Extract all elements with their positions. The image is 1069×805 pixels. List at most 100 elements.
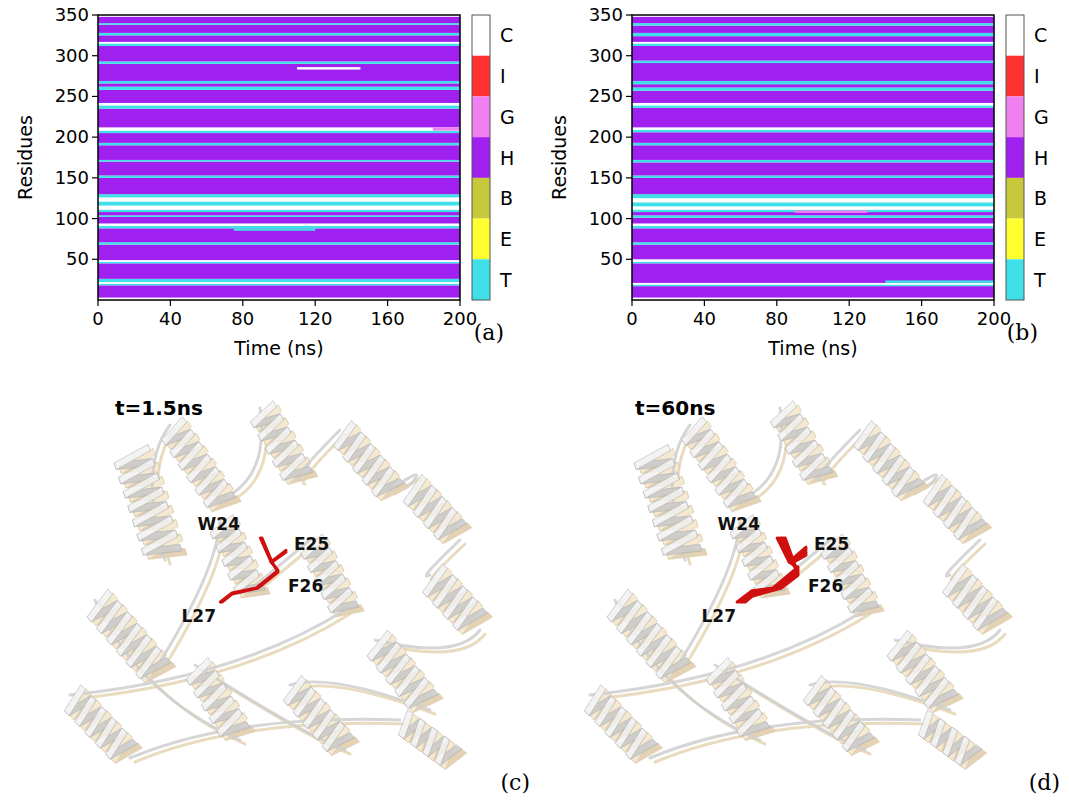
x-tick [97,300,98,306]
x-tick [921,300,922,306]
residue-sticks [739,538,798,602]
helix-front [322,721,345,752]
y-tick-label: 200 [55,126,89,147]
colorbar-label: T [1033,269,1046,291]
y-tick [92,14,98,15]
plot-bg [632,15,994,300]
residue-band [98,175,460,177]
y-tick-label: 300 [55,45,89,66]
residue-band [98,160,460,162]
helix-front [943,727,958,757]
y-tick [626,55,632,56]
residue-band [98,90,460,103]
figure: 0408012016020050100150200250300350Time (… [0,0,1069,805]
residue-sticks [794,555,806,562]
highlighted-residues [737,538,806,602]
y-tick [92,218,98,219]
colorbar-label: G [1034,106,1049,128]
colorbar-label: I [1034,65,1040,87]
colorbar-cell [1006,15,1024,56]
helix-front [656,646,682,679]
colorbar-frame [472,15,490,300]
residue-band [98,212,460,215]
residue-band [98,33,460,35]
residue-sticks [272,552,286,562]
protein-cartoon: W24E25F26L27 [584,401,1012,770]
heatmap-cells [98,15,460,300]
colorbar-label: E [500,228,512,250]
helix-front [434,508,457,540]
residue-sticks [745,538,798,602]
residue-band [632,143,994,145]
x-tick [849,300,850,306]
colorbar-label: G [500,106,515,128]
y-tick-label: 50 [66,248,89,269]
residue-band [632,91,994,103]
residue-band [98,81,460,83]
x-tick-label: 200 [443,308,477,329]
residue-band [632,259,994,261]
panel-label: (a) [474,320,504,345]
helix-front [955,736,970,766]
residue-band [98,262,460,264]
helix-front [404,677,429,708]
colorbar-frame [1006,15,1024,300]
residue-band [98,87,460,90]
y-axis-title: Residues [14,115,36,200]
residue-band [632,162,994,175]
transient-cell [234,228,315,230]
residue-band [98,197,460,201]
x-tick [315,300,316,306]
residue-band [632,23,994,25]
helix-front [918,710,933,740]
helix-front [435,736,450,766]
helix-front [924,677,949,708]
highlighted-residues [220,538,286,602]
helix-front [931,718,946,748]
residue-band [98,245,460,260]
time-label: t=1.5ns [115,396,203,420]
x-tick-label: 80 [765,308,788,329]
transient-cell [795,210,867,212]
residue-band [632,63,994,81]
residue-band [632,194,994,198]
residue-band [98,242,460,244]
residue-band [632,283,994,285]
residue-band [98,42,460,44]
residue-band [632,202,994,206]
cartoon-reference [589,405,1012,770]
x-axis-title: Time (ns) [233,337,323,359]
cartoon-frame [64,401,487,766]
colorbar-cell [472,56,490,97]
helix-front [973,597,998,631]
colorbar-cell [1006,219,1024,260]
y-tick [92,259,98,260]
helix-front [737,709,762,737]
residue-band [632,103,994,105]
residue-band [98,263,460,278]
residue-band [632,286,994,297]
residue-band [98,279,460,282]
helix-front [106,728,127,759]
y-tick-label: 150 [589,167,623,188]
helix-front [142,530,178,555]
residue-band [632,223,994,225]
y-tick [92,177,98,178]
panel-label: (c) [501,770,531,795]
residue-sticks [222,538,278,602]
residue-label: F26 [808,576,843,596]
cartoon-frame [584,401,1007,766]
residue-label: W24 [198,514,241,534]
x-tick-label: 120 [832,308,866,329]
colorbar-cell [472,15,490,56]
helix-front [280,453,306,480]
residue-band [98,282,460,284]
residue-band [98,133,460,143]
residue-band [98,226,460,228]
y-tick-label: 200 [589,126,623,147]
y-tick-label: 300 [589,45,623,66]
y-tick [92,55,98,56]
residue-band [98,228,460,242]
y-tick [626,259,632,260]
colorbar-label: H [1034,147,1048,169]
